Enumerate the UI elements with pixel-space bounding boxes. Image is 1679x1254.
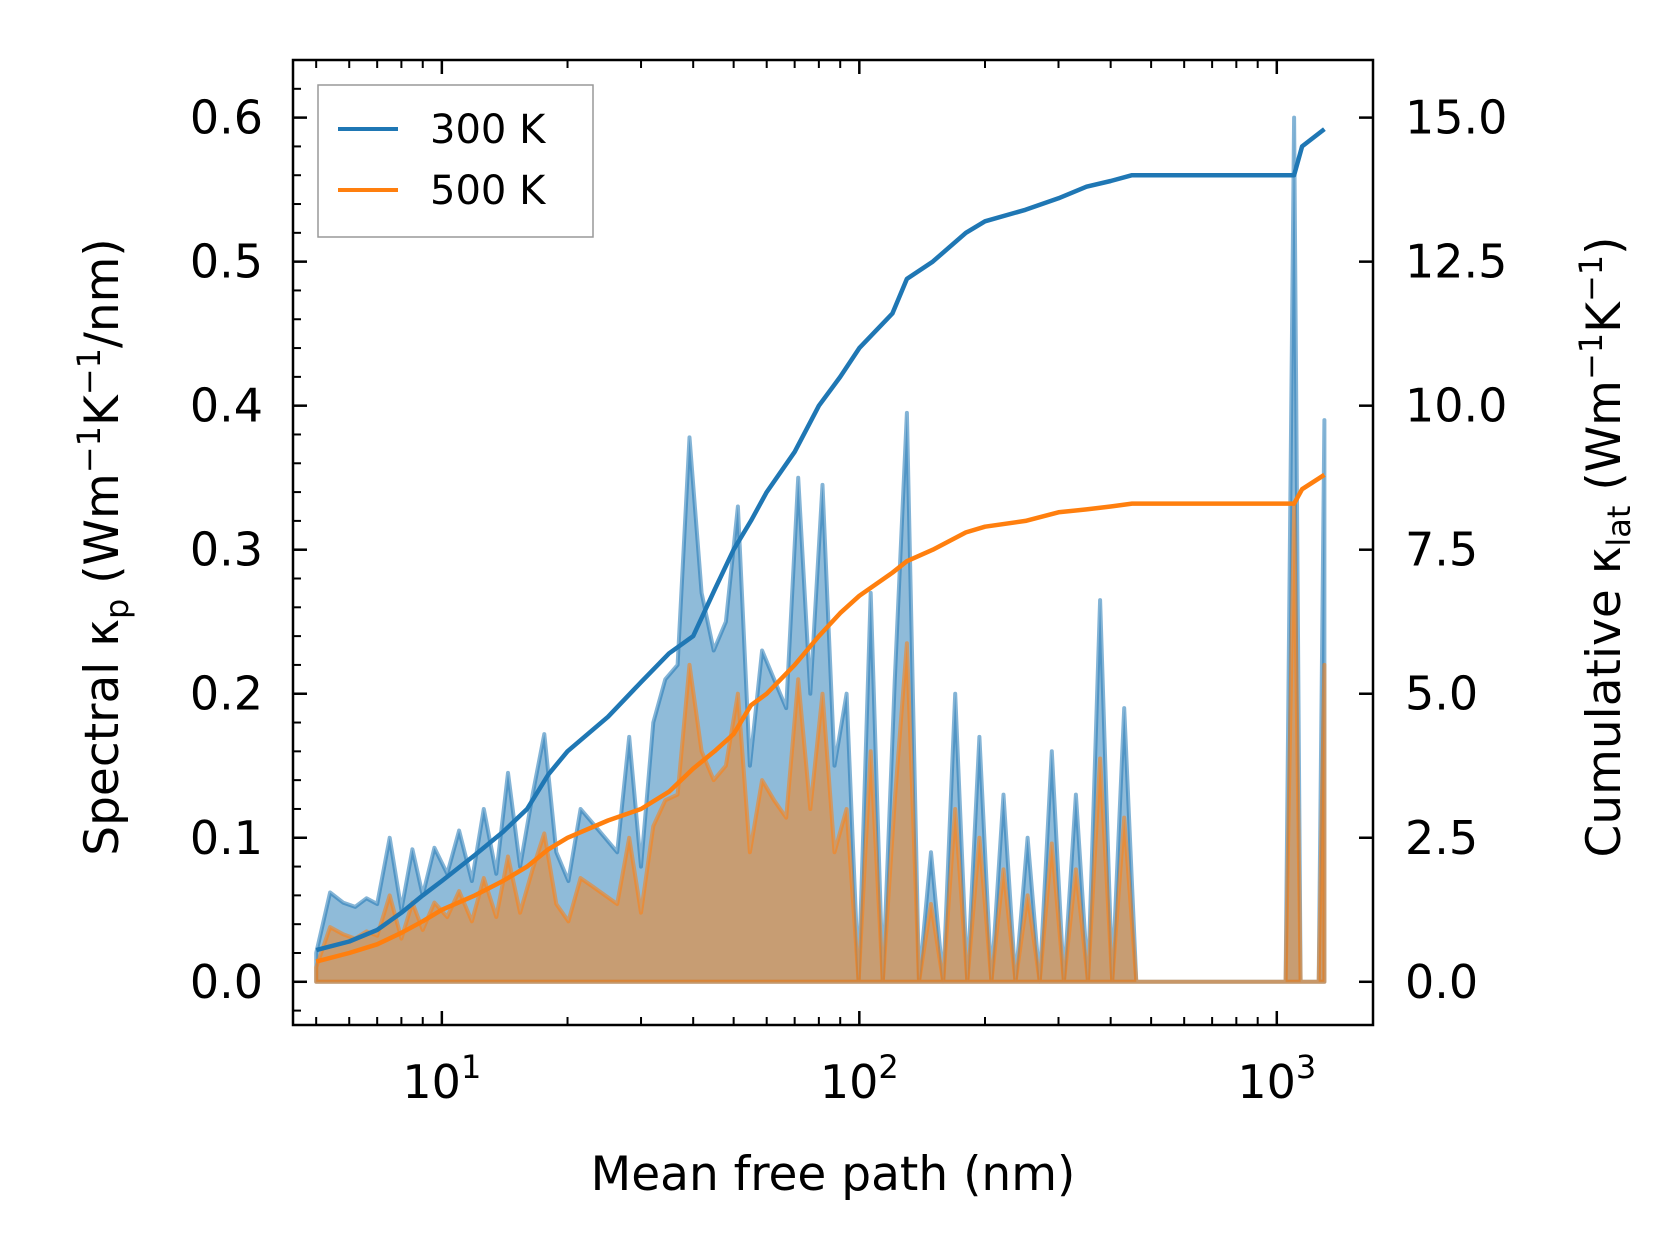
y-right-tick-label: 15.0: [1405, 91, 1507, 145]
y-left-tick-label: 0.5: [190, 235, 263, 289]
legend-label-300k: 300 K: [430, 107, 547, 153]
x-axis-title: Mean free path (nm): [591, 1147, 1076, 1202]
y-left-tick-label: 0.2: [190, 667, 263, 721]
x-tick-label: 103: [1237, 1048, 1316, 1109]
x-tick-label: 101: [402, 1048, 481, 1109]
y-right-tick-label: 2.5: [1405, 811, 1478, 865]
plot-frame: [291, 58, 1375, 1027]
y-right-tick-label: 5.0: [1405, 667, 1478, 721]
y-left-tick-label: 0.3: [190, 523, 263, 577]
y-right-tick-label: 12.5: [1405, 235, 1507, 289]
y-right-tick-label: 7.5: [1405, 523, 1478, 577]
cumulative-line-500k: [315, 472, 1326, 964]
y-right-axis-title: Cumulative κlat (Wm−1K−1): [1572, 236, 1638, 857]
y-left-tick-label: 0.4: [190, 379, 263, 433]
cumulative-lines: [315, 127, 1326, 964]
y-left-axis-title: Spectral κp (Wm−1K−1/nm): [70, 238, 136, 855]
legend-label-500k: 500 K: [430, 168, 547, 214]
y-left-tick-label: 0.0: [190, 955, 263, 1009]
y-right-tick-label: 10.0: [1405, 379, 1507, 433]
x-tick-label: 102: [820, 1048, 899, 1109]
spectral-area-300k: [314, 115, 1327, 984]
y-left-tick-label: 0.6: [190, 91, 263, 145]
legend-frame: [317, 84, 594, 238]
y-left-tick-label: 0.1: [190, 811, 263, 865]
cumulative-line-300k: [315, 127, 1326, 953]
legend: 300 K 500 K: [317, 84, 594, 238]
axis-ticks: 101 102 103 0.0 0.1 0.2 0.3 0.4 0.5 0.6 0.0 2.5 5.0 7…: [190, 60, 1507, 1109]
y-right-tick-label: 0.0: [1405, 955, 1478, 1009]
